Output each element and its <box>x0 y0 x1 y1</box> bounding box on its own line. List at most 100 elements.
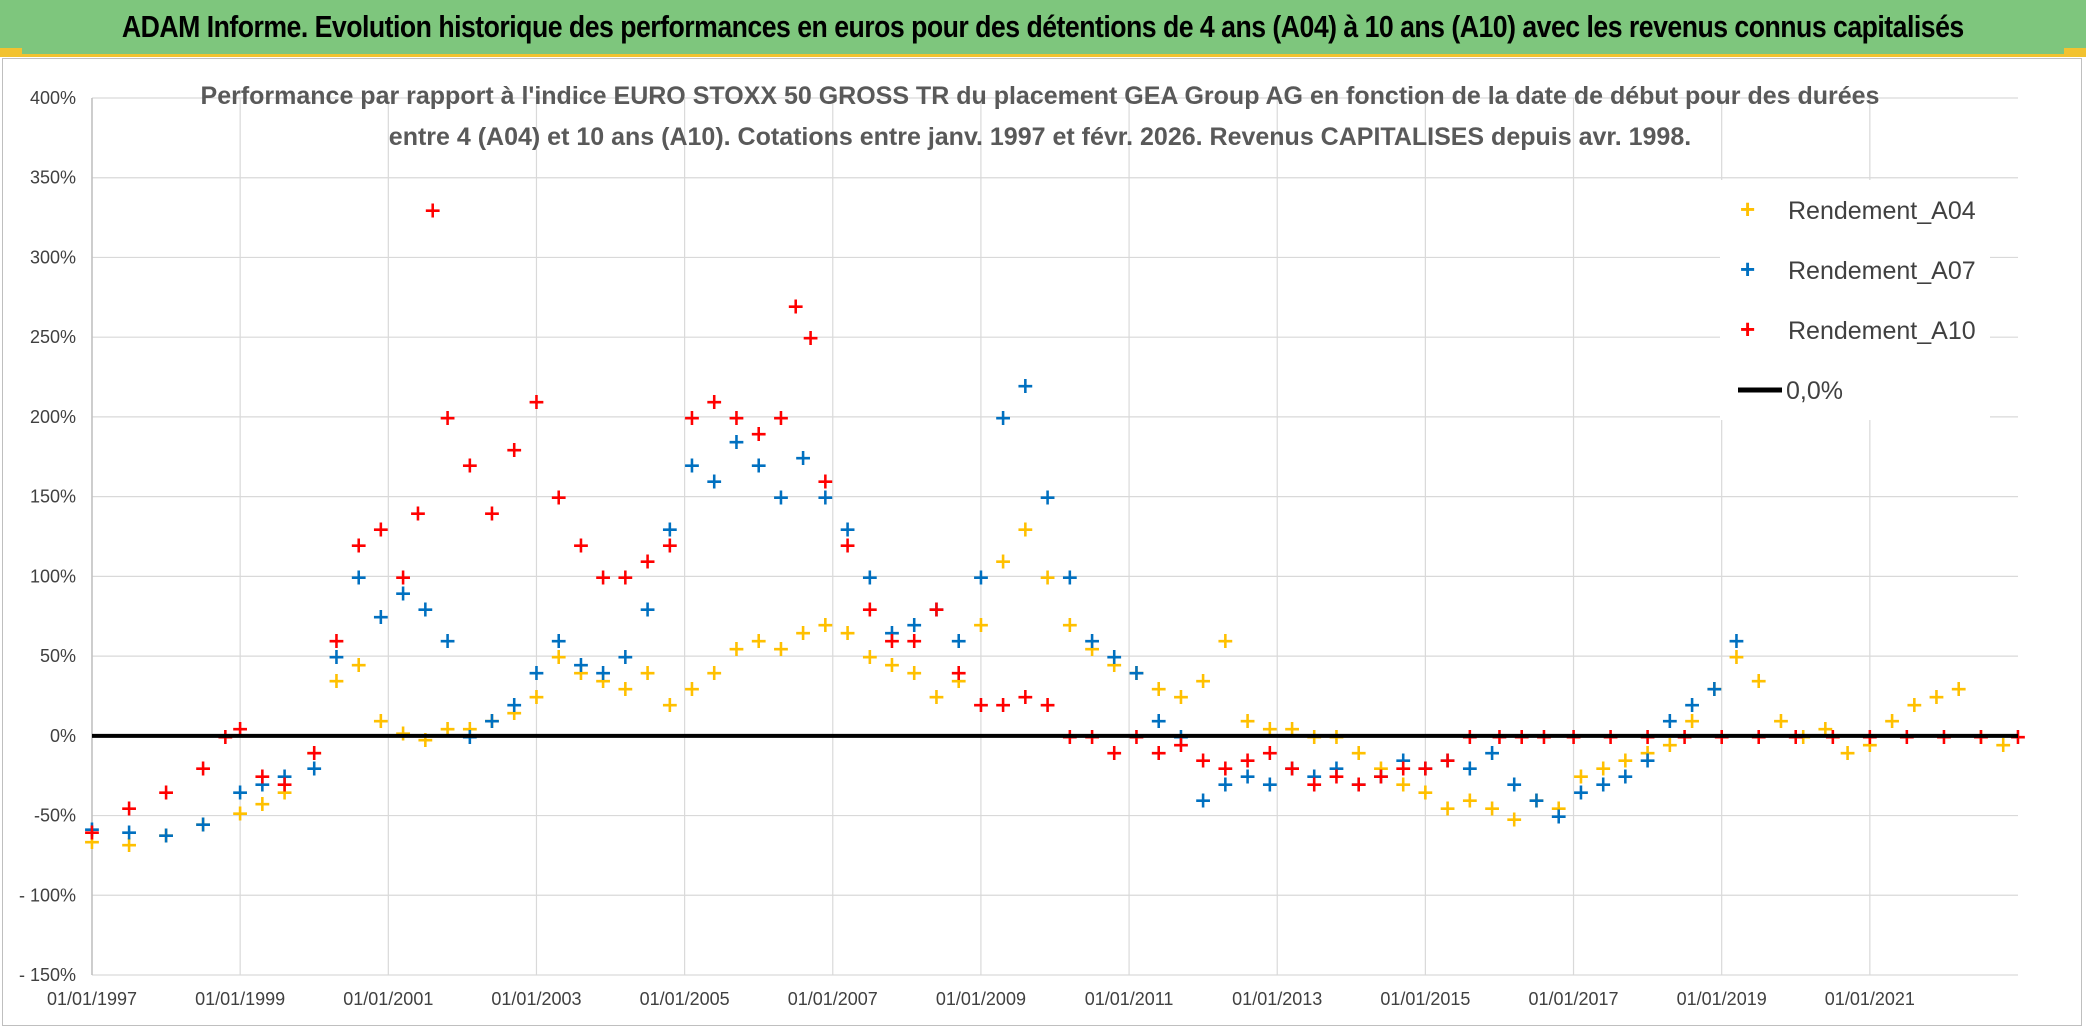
point-a04: + <box>683 677 701 702</box>
point-a10: + <box>505 438 523 463</box>
point-a10: + <box>905 629 923 654</box>
point-a07: + <box>157 824 175 849</box>
point-a04: + <box>616 677 634 702</box>
point-a04: + <box>1416 781 1434 806</box>
point-a04: + <box>1394 773 1412 798</box>
point-a04: + <box>1261 717 1279 742</box>
banner-accent-left <box>0 48 22 55</box>
point-a07: + <box>1416 757 1434 782</box>
point-a04: + <box>416 728 434 753</box>
point-a07: + <box>1105 645 1123 670</box>
point-a04: + <box>1016 518 1034 543</box>
point-a10: + <box>1216 757 1234 782</box>
point-a07: + <box>1061 565 1079 590</box>
point-a07: + <box>1016 374 1034 399</box>
y-tick-label: 150% <box>30 487 76 507</box>
point-a07: + <box>83 817 101 842</box>
point-a10: + <box>972 693 990 718</box>
legend-label-a10[interactable]: Rendement_A10 <box>1788 317 1976 345</box>
legend-label-zero[interactable]: 0,0% <box>1786 377 1843 405</box>
legend: + Rendement_A04 + Rendement_A07 + Rendem… <box>1720 180 1990 420</box>
point-a10: + <box>83 820 101 845</box>
y-tick-label: 400% <box>30 88 76 108</box>
point-a04: + <box>1172 685 1190 710</box>
point-a10: + <box>305 741 323 766</box>
y-tick-label: 50% <box>40 646 76 666</box>
point-a07: + <box>883 621 901 646</box>
point-a07: + <box>794 446 812 471</box>
point-a07: + <box>683 454 701 479</box>
x-tick-label: 01/01/2017 <box>1528 989 1618 1009</box>
point-a07: + <box>1638 749 1656 774</box>
point-a04: + <box>253 792 271 817</box>
grid-lines <box>91 97 2018 976</box>
point-a07: + <box>1438 749 1456 774</box>
y-axis-ticks: 400% 350% 300% 250% 200% 150% 100% 50% 0% -50% - 1… <box>19 88 76 985</box>
point-a10: + <box>816 470 834 495</box>
point-a07: + <box>275 765 293 790</box>
point-a07: + <box>372 605 390 630</box>
point-a07: + <box>483 709 501 734</box>
point-a07: + <box>838 518 856 543</box>
point-a10: + <box>461 454 479 479</box>
point-a04: + <box>1638 741 1656 766</box>
legend-label-a04[interactable]: Rendement_A04 <box>1788 197 1976 225</box>
point-a04: + <box>1683 709 1701 734</box>
point-a04: + <box>1483 797 1501 822</box>
point-a10: + <box>1283 757 1301 782</box>
point-a04: + <box>305 741 323 766</box>
point-a10: + <box>616 565 634 590</box>
point-a04: + <box>549 645 567 670</box>
point-a04: + <box>972 613 990 638</box>
point-a04: + <box>1661 733 1679 758</box>
point-a07: + <box>394 581 412 606</box>
report-banner: ADAM Informe. Evolution historique des p… <box>0 0 2086 57</box>
y-tick-label: 0% <box>50 726 76 746</box>
point-a07: + <box>972 565 990 590</box>
point-a10: + <box>483 502 501 527</box>
point-a10: + <box>1349 773 1367 798</box>
point-a04: + <box>372 709 390 734</box>
point-a07: + <box>572 653 590 678</box>
x-tick-label: 01/01/2019 <box>1677 989 1767 1009</box>
report-title: ADAM Informe. Evolution historique des p… <box>122 9 1964 44</box>
point-a07: + <box>616 645 634 670</box>
point-a07: + <box>438 629 456 654</box>
point-a04: + <box>1349 741 1367 766</box>
point-a07: + <box>1394 749 1412 774</box>
point-a04: + <box>1149 677 1167 702</box>
point-a10: + <box>194 757 212 782</box>
point-a04: + <box>905 661 923 686</box>
point-a04: + <box>1216 629 1234 654</box>
point-a07: + <box>661 518 679 543</box>
point-a10: + <box>838 533 856 558</box>
point-a04: + <box>949 669 967 694</box>
point-a04: + <box>1838 741 1856 766</box>
point-a04: + <box>749 629 767 654</box>
point-a04: + <box>1572 765 1590 790</box>
x-tick-label: 01/01/2009 <box>936 989 1026 1009</box>
point-a07: + <box>327 645 345 670</box>
point-a10: + <box>157 781 175 806</box>
point-a04: + <box>1527 789 1545 814</box>
point-a07: + <box>594 661 612 686</box>
point-a04: + <box>1550 797 1568 822</box>
point-a07: + <box>1327 757 1345 782</box>
legend-label-a07[interactable]: Rendement_A07 <box>1788 257 1976 285</box>
point-a07: + <box>194 813 212 838</box>
point-a07: + <box>1305 765 1323 790</box>
point-a10: + <box>772 406 790 431</box>
point-a04: + <box>1438 797 1456 822</box>
point-a10: + <box>1438 749 1456 774</box>
point-a07: + <box>1550 805 1568 830</box>
point-a07: + <box>1261 773 1279 798</box>
point-a04: + <box>927 685 945 710</box>
x-tick-label: 01/01/2015 <box>1380 989 1470 1009</box>
point-a10: + <box>861 597 879 622</box>
point-a04: + <box>572 661 590 686</box>
point-a07: + <box>1149 709 1167 734</box>
point-a07: + <box>1616 765 1634 790</box>
point-a07: + <box>816 486 834 511</box>
point-a04: + <box>1750 669 1768 694</box>
point-a10: + <box>1261 741 1279 766</box>
